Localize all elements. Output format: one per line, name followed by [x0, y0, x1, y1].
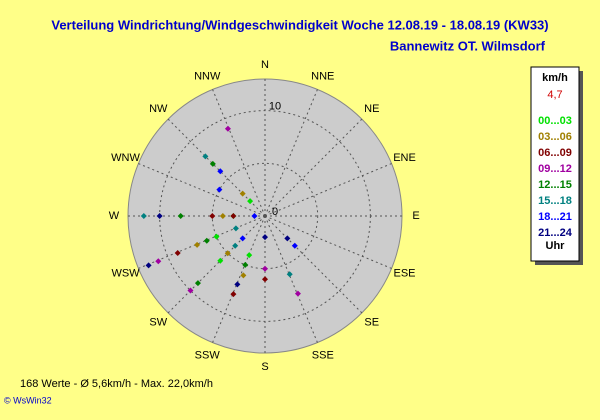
point: [284, 235, 291, 242]
point: [230, 213, 237, 219]
legend-label: 06...09: [538, 147, 572, 159]
legend-label: 00...03: [538, 115, 572, 127]
point: [224, 250, 231, 257]
legend-label: 12...15: [538, 179, 572, 191]
point: [239, 190, 246, 197]
direction-label: W: [109, 210, 120, 222]
point: [216, 186, 223, 193]
point: [262, 276, 268, 283]
point: [219, 213, 226, 219]
direction-label: NNW: [194, 70, 221, 82]
point: [251, 213, 258, 219]
direction-label: SSE: [312, 349, 334, 361]
point: [145, 262, 152, 269]
point: [209, 160, 216, 167]
point: [232, 242, 239, 249]
current-speed: 4,7: [547, 89, 562, 101]
point: [286, 271, 293, 278]
point: [232, 225, 239, 232]
point: [294, 290, 301, 297]
direction-label: N: [261, 59, 269, 71]
point: [203, 237, 210, 244]
point: [217, 257, 224, 264]
direction-label: S: [261, 361, 268, 373]
point: [156, 213, 163, 219]
copyright: © WsWin32: [4, 395, 52, 405]
point: [174, 250, 181, 257]
point: [262, 265, 268, 272]
direction-label: ESE: [393, 268, 415, 280]
direction-label: NE: [364, 103, 379, 115]
point: [194, 241, 201, 248]
direction-label: WSW: [111, 268, 140, 280]
direction-label: SSW: [195, 349, 221, 361]
point: [262, 234, 268, 241]
chart-subtitle: Bannewitz OT. Wilmsdorf: [390, 38, 546, 53]
direction-label: NNE: [311, 70, 334, 82]
point: [224, 125, 231, 132]
legend-label: 09...12: [538, 163, 572, 175]
direction-label: E: [412, 210, 419, 222]
legend-label: 15...18: [538, 195, 572, 207]
point: [209, 213, 216, 219]
point: [155, 258, 162, 265]
legend-footer: Uhr: [546, 240, 566, 252]
point: [239, 235, 246, 242]
legend-box: [530, 66, 580, 262]
point: [213, 233, 220, 240]
point: [217, 168, 224, 175]
legend-label: 18...21: [538, 211, 572, 223]
point: [246, 252, 253, 259]
point: [234, 281, 241, 288]
chart-title: Verteilung Windrichtung/Windgeschwindigk…: [51, 17, 548, 32]
legend-label: 03...06: [538, 131, 572, 143]
point: [140, 213, 147, 219]
footer: 168 Werte - Ø 5,6km/h - Max. 22,0km/h: [20, 378, 213, 390]
point: [194, 280, 201, 287]
legend-title: km/h: [542, 72, 568, 84]
point: [230, 291, 237, 298]
legend-label: 21...24: [538, 227, 573, 239]
point: [187, 287, 194, 294]
direction-label: ENE: [393, 152, 416, 164]
point: [291, 242, 298, 249]
point: [242, 261, 249, 268]
direction-label: NW: [149, 103, 168, 115]
r-tick-label: 10: [269, 101, 281, 113]
point: [247, 198, 254, 205]
direction-label: SE: [364, 317, 379, 329]
direction-label: SW: [149, 317, 167, 329]
direction-label: WNW: [111, 152, 140, 164]
point: [177, 213, 184, 219]
r-tick-label: 0: [272, 206, 278, 218]
point: [202, 153, 209, 160]
point: [240, 272, 247, 279]
